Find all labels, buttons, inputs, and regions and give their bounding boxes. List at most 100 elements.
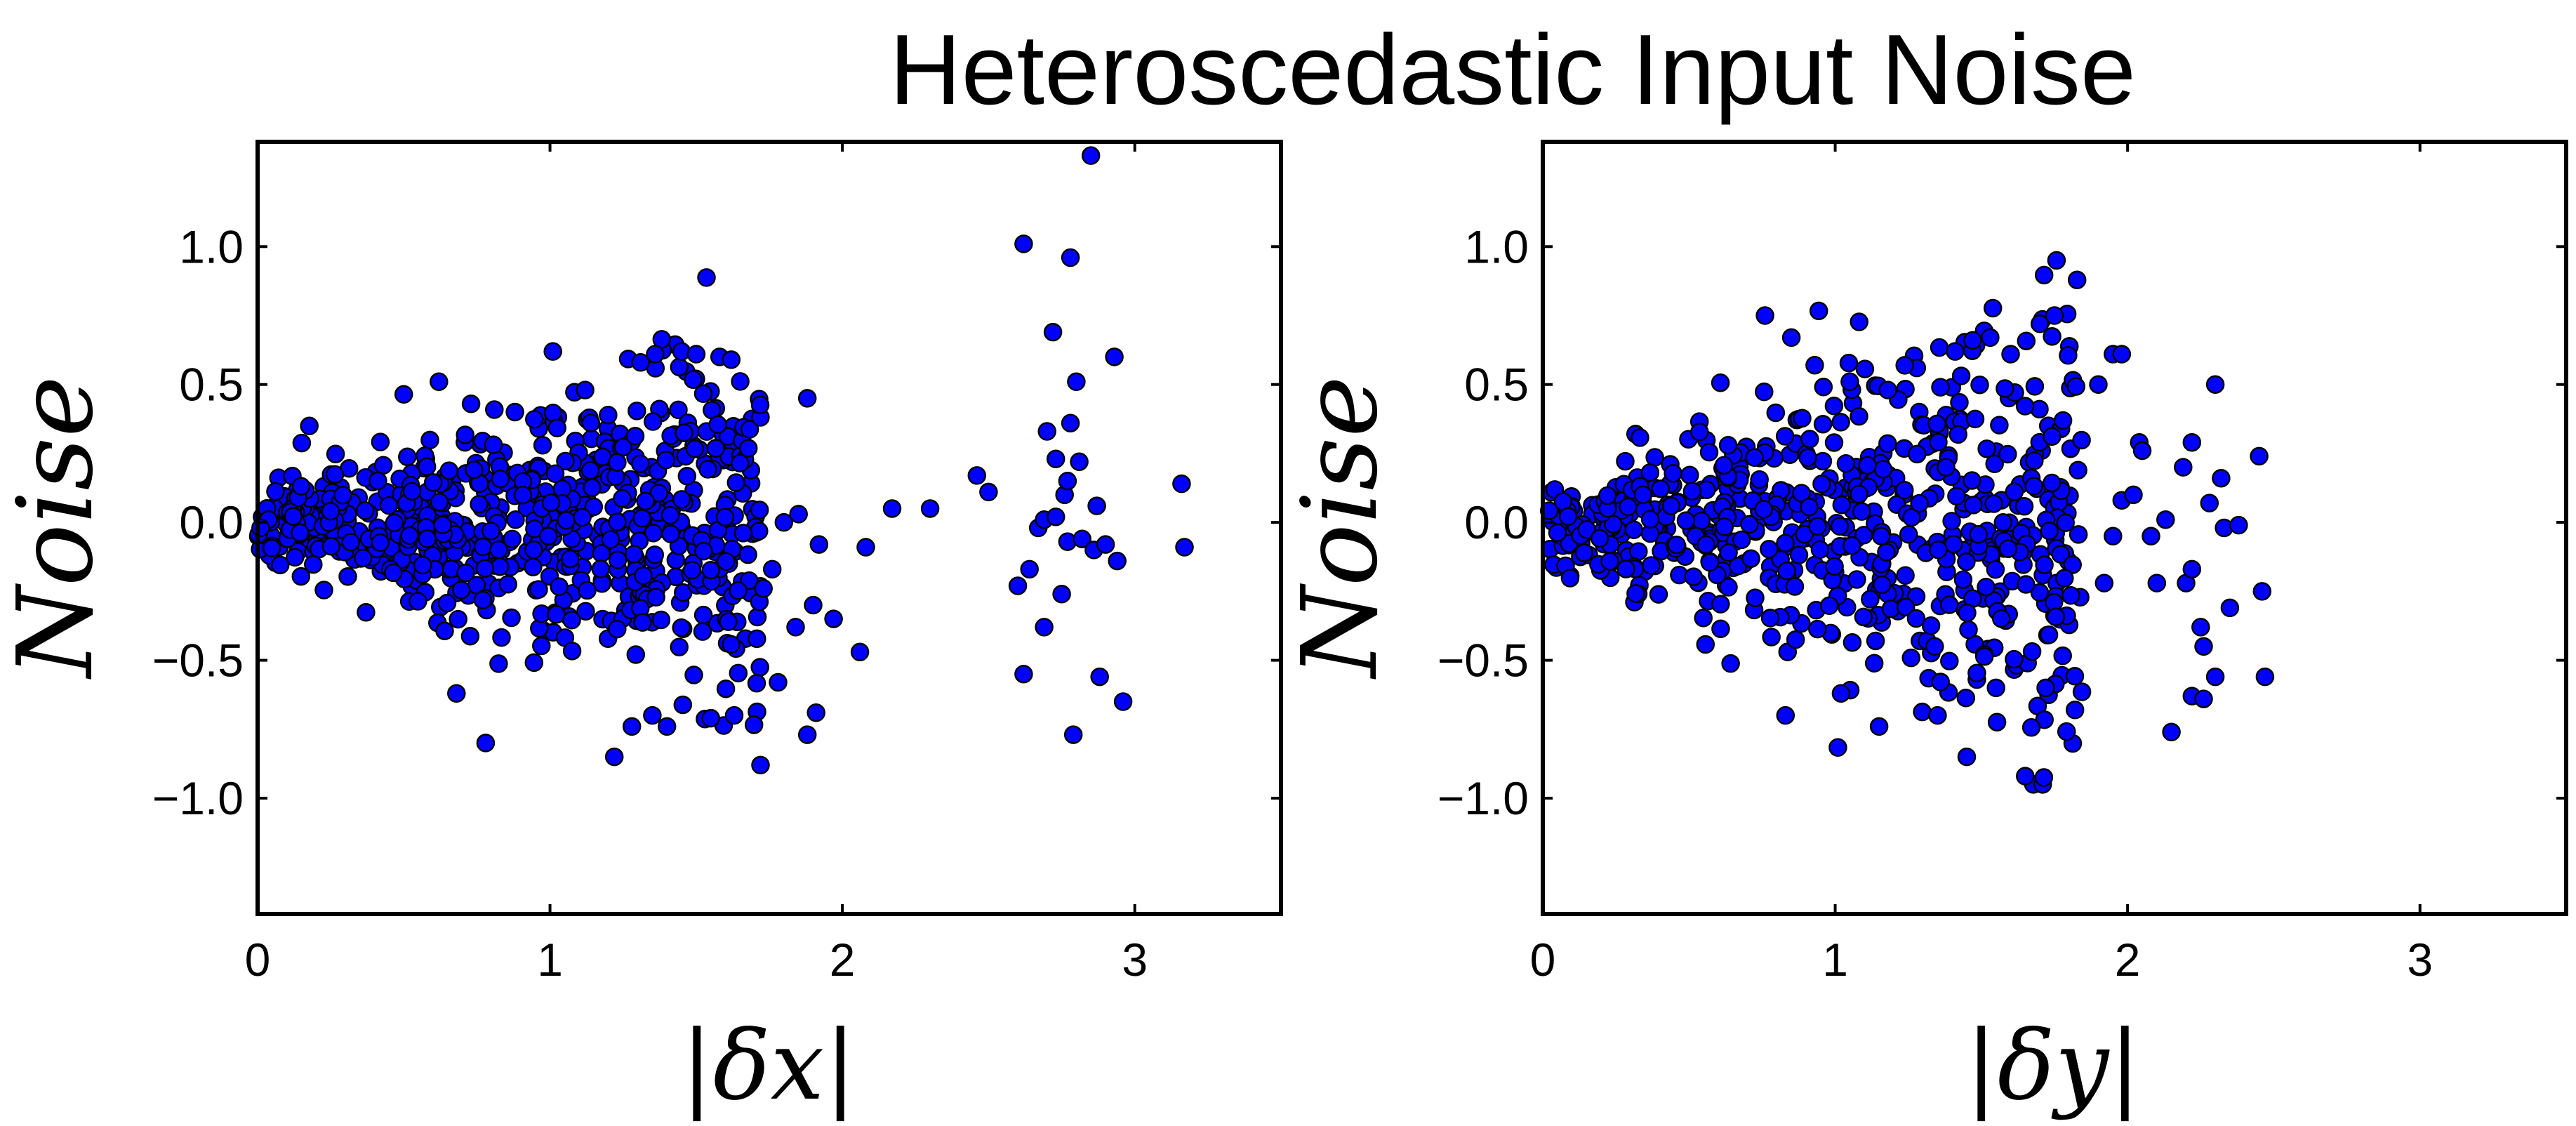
right-y-tick-label: −1.0 bbox=[1438, 772, 1529, 824]
right-scatter-point bbox=[1808, 517, 1827, 536]
left-scatter-point bbox=[625, 545, 644, 564]
left-scatter-point bbox=[1052, 585, 1071, 604]
left-scatter-point bbox=[660, 505, 680, 525]
left-scatter-point bbox=[682, 560, 702, 580]
right-scatter-point bbox=[1741, 549, 1760, 569]
right-scatter-point bbox=[1871, 526, 1891, 546]
right-scatter-point bbox=[1766, 403, 1786, 423]
right-scatter-point bbox=[2030, 583, 2050, 602]
right-scatter-point bbox=[1947, 486, 1966, 506]
left-scatter-point bbox=[357, 603, 376, 622]
right-scatter-point bbox=[2062, 586, 2080, 605]
right-scatter-point bbox=[1950, 392, 1969, 412]
left-scatter-point bbox=[719, 612, 738, 631]
left-scatter-point bbox=[409, 592, 427, 611]
right-y-tick-label: 0.5 bbox=[1464, 359, 1529, 411]
left-scatter-point bbox=[684, 665, 703, 684]
right-scatter-point bbox=[1718, 436, 1738, 455]
left-scatter-point bbox=[717, 552, 736, 571]
right-scatter-point bbox=[1664, 464, 1682, 483]
right-scatter-point bbox=[1985, 454, 2004, 473]
right-scatter-point bbox=[2055, 569, 2074, 588]
right-scatter-point bbox=[1927, 414, 1946, 434]
left-scatter-point bbox=[1046, 508, 1065, 526]
left-scatter-point bbox=[576, 602, 595, 621]
right-scatter-point bbox=[2034, 265, 2054, 285]
left-scatter-point bbox=[562, 642, 582, 661]
left-scatter-point bbox=[543, 342, 562, 361]
left-scatter-point bbox=[1175, 538, 1194, 557]
right-y-tick-label: 0.0 bbox=[1464, 496, 1529, 548]
right-scatter-point bbox=[1850, 484, 1868, 504]
right-scatter-point bbox=[2065, 701, 2085, 720]
left-scatter-point bbox=[789, 505, 808, 524]
right-scatter-point bbox=[1616, 559, 1635, 578]
left-scatter-point bbox=[631, 353, 650, 372]
right-scatter-point bbox=[1789, 545, 1809, 564]
left-scatter-point bbox=[562, 611, 581, 630]
left-scatter-point bbox=[270, 555, 290, 575]
left-scatter-point bbox=[524, 653, 544, 673]
left-scatter-point bbox=[325, 465, 345, 484]
right-scatter-point bbox=[2205, 375, 2225, 394]
left-plot-frame bbox=[255, 140, 1283, 916]
left-scatter-point bbox=[333, 486, 352, 505]
right-scatter-point bbox=[2067, 270, 2087, 289]
right-scatter-point bbox=[1925, 637, 1944, 656]
left-scatter-point bbox=[716, 679, 736, 698]
left-scatter-point bbox=[314, 581, 333, 600]
right-scatter-point bbox=[1901, 648, 1920, 668]
left-scatter-point bbox=[673, 695, 693, 715]
left-scatter-point bbox=[694, 541, 713, 561]
right-scatter-point bbox=[1940, 651, 1959, 670]
right-y-axis: −1.0 −0.5 0.0 0.5 1.0 bbox=[1438, 220, 2566, 824]
right-scatter-point bbox=[1624, 520, 1644, 539]
right-scatter-point bbox=[2252, 582, 2272, 601]
right-scatter-point bbox=[1819, 596, 1839, 616]
right-scatter-point bbox=[2063, 555, 2082, 574]
left-scatter-point bbox=[398, 447, 417, 466]
right-scatter-point bbox=[2089, 375, 2108, 394]
left-scatter-point bbox=[625, 427, 645, 446]
right-scatter-point bbox=[1719, 578, 1738, 597]
left-scatter-point bbox=[465, 460, 484, 479]
left-scatter-point bbox=[738, 545, 757, 564]
right-scatter-point bbox=[1850, 406, 1868, 426]
right-scatter-point bbox=[2205, 667, 2225, 687]
right-scatter-point bbox=[2024, 477, 2043, 496]
left-scatter-point bbox=[369, 471, 387, 491]
right-scatter-point bbox=[2005, 482, 2024, 501]
left-scatter-point bbox=[645, 545, 665, 564]
left-scatter-point bbox=[661, 524, 680, 543]
left-scatter-point bbox=[979, 482, 998, 502]
right-scatter-point bbox=[2017, 575, 2036, 594]
left-scatter-point bbox=[447, 684, 466, 703]
left-scatter-point bbox=[292, 433, 312, 453]
left-scatter-point bbox=[413, 555, 432, 575]
left-scatter-point bbox=[341, 533, 360, 552]
left-scatter-point bbox=[584, 497, 604, 517]
right-scatter-point bbox=[1996, 379, 2014, 398]
left-scatter-point bbox=[304, 555, 323, 574]
right-scatter-point bbox=[1785, 577, 1805, 596]
right-scatter-point bbox=[2043, 473, 2062, 493]
chart-title: Heteroscedastic Input Noise bbox=[889, 14, 2136, 126]
right-scatter-point bbox=[1600, 552, 1619, 571]
right-scatter-point bbox=[2066, 377, 2086, 396]
left-scatter-point bbox=[417, 457, 437, 477]
right-scatter-point bbox=[1854, 607, 1873, 627]
right-scatter-point bbox=[1776, 534, 1795, 552]
left-scatter-point bbox=[449, 609, 467, 629]
left-scatter-point bbox=[708, 415, 727, 435]
right-scatter-point bbox=[1963, 471, 1981, 490]
left-scatter-point bbox=[491, 470, 510, 489]
right-scatter-point bbox=[1798, 448, 1817, 468]
left-scatter-point bbox=[503, 529, 522, 549]
right-scatter-point bbox=[1843, 633, 1862, 652]
right-plot-frame bbox=[1541, 140, 2568, 916]
left-scatter-point bbox=[697, 268, 716, 287]
left-scatter-point bbox=[373, 456, 393, 475]
right-scatter-point bbox=[1957, 552, 1976, 571]
left-scatter-point bbox=[580, 461, 600, 480]
right-scatter-point bbox=[1877, 543, 1896, 562]
